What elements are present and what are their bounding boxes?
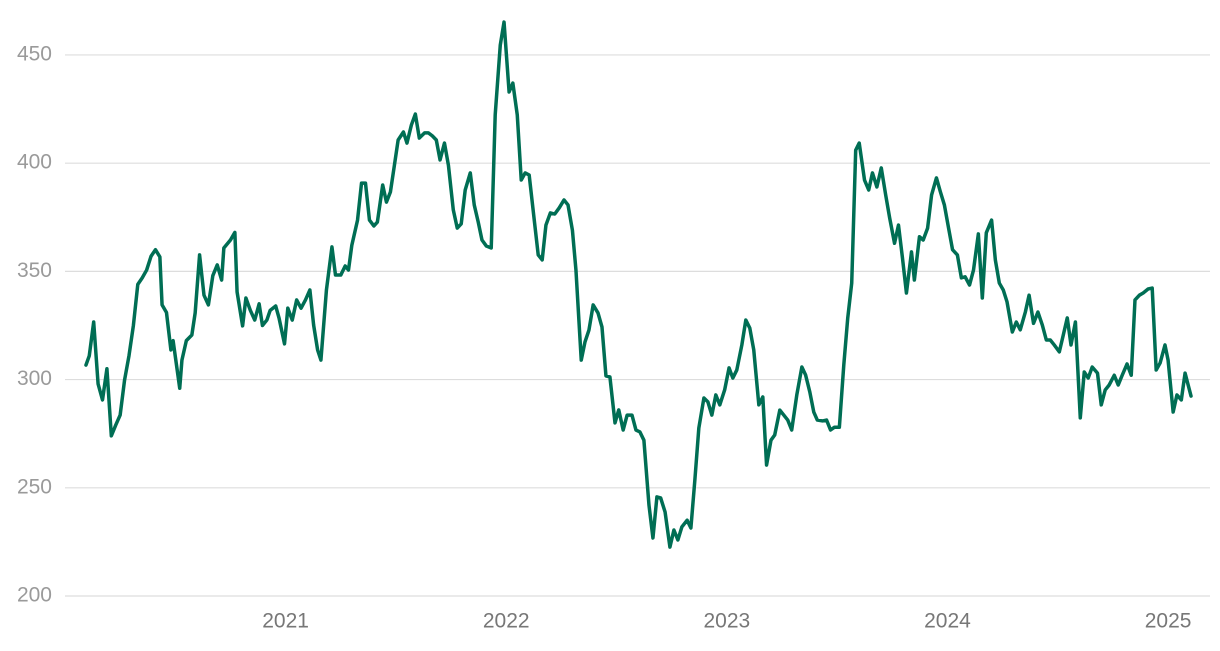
line bbox=[84, 20, 1193, 549]
y-tick-label: 300 bbox=[17, 367, 52, 390]
y-tick-label: 400 bbox=[17, 151, 52, 174]
y-tick-label: 450 bbox=[17, 43, 52, 66]
x-tick-label: 2024 bbox=[924, 610, 971, 633]
y-tick-label: 350 bbox=[17, 259, 52, 282]
x-tick-label: 2022 bbox=[483, 610, 530, 633]
x-tick-label: 2021 bbox=[262, 610, 309, 633]
y-tick-label: 250 bbox=[17, 475, 52, 498]
x-tick-label: 2023 bbox=[703, 610, 750, 633]
y-tick-label: 200 bbox=[17, 584, 52, 607]
x-tick-label: 2025 bbox=[1145, 610, 1192, 633]
